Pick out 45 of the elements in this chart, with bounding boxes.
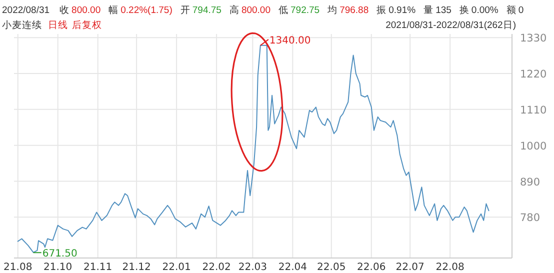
y-tick-label: 1110 (520, 104, 547, 116)
text: 0.91% (388, 5, 416, 16)
text: 0.22%(1.75) (120, 5, 172, 16)
text: 均 (326, 4, 338, 16)
y-tick-label: 1220 (520, 68, 547, 81)
x-tick-label: 22.08 (436, 262, 464, 273)
text: 日线 (48, 19, 68, 31)
text: 换 (459, 4, 470, 16)
text: 量 (424, 5, 434, 16)
text: 高 (229, 4, 240, 16)
x-tick-label: 21.11 (84, 262, 112, 273)
text: 800.00 (72, 5, 101, 16)
chart-title: 2022/08/31 (2, 5, 50, 16)
y-tick-label: 890 (520, 176, 540, 188)
x-tick-label: 22.05 (317, 262, 346, 273)
x-tick-label: 22.06 (357, 262, 386, 273)
text: 后复权 (72, 19, 102, 31)
y-tick-label: 780 (520, 212, 540, 224)
x-tick-label: 22.07 (396, 262, 424, 273)
annotation: 671.50 (42, 248, 78, 260)
x-tick-label: 21.08 (4, 262, 32, 273)
text: 800.00 (241, 5, 270, 16)
x-tick-label: 22.04 (278, 262, 307, 273)
text: 开 (180, 5, 190, 16)
y-tick-label: 1000 (520, 140, 547, 152)
x-tick-label: 21.10 (44, 262, 72, 273)
text: 792.75 (290, 5, 320, 16)
text: 135 (436, 5, 452, 16)
text: 796.88 (340, 5, 369, 16)
text: 振 (376, 4, 387, 16)
text: 794.75 (192, 5, 222, 16)
chart-subtitle: 小麦连续 (2, 19, 42, 31)
text: 额 (506, 4, 516, 16)
text: 低 (278, 5, 288, 16)
x-tick-label: 22.03 (238, 262, 267, 273)
annotation: 1340.00 (269, 35, 311, 46)
x-tick-label: 22.01 (162, 262, 191, 273)
text: 幅 (108, 4, 119, 16)
x-tick-label: 22.02 (202, 262, 231, 273)
y-tick-label: 1330 (520, 32, 547, 45)
text: 0 (518, 5, 524, 16)
text: 0.00% (471, 5, 499, 16)
text: 收 (60, 5, 70, 16)
x-tick-label: 21.12 (122, 262, 151, 273)
text: 2021/08/31-2022/08/31(262日) (386, 20, 516, 31)
